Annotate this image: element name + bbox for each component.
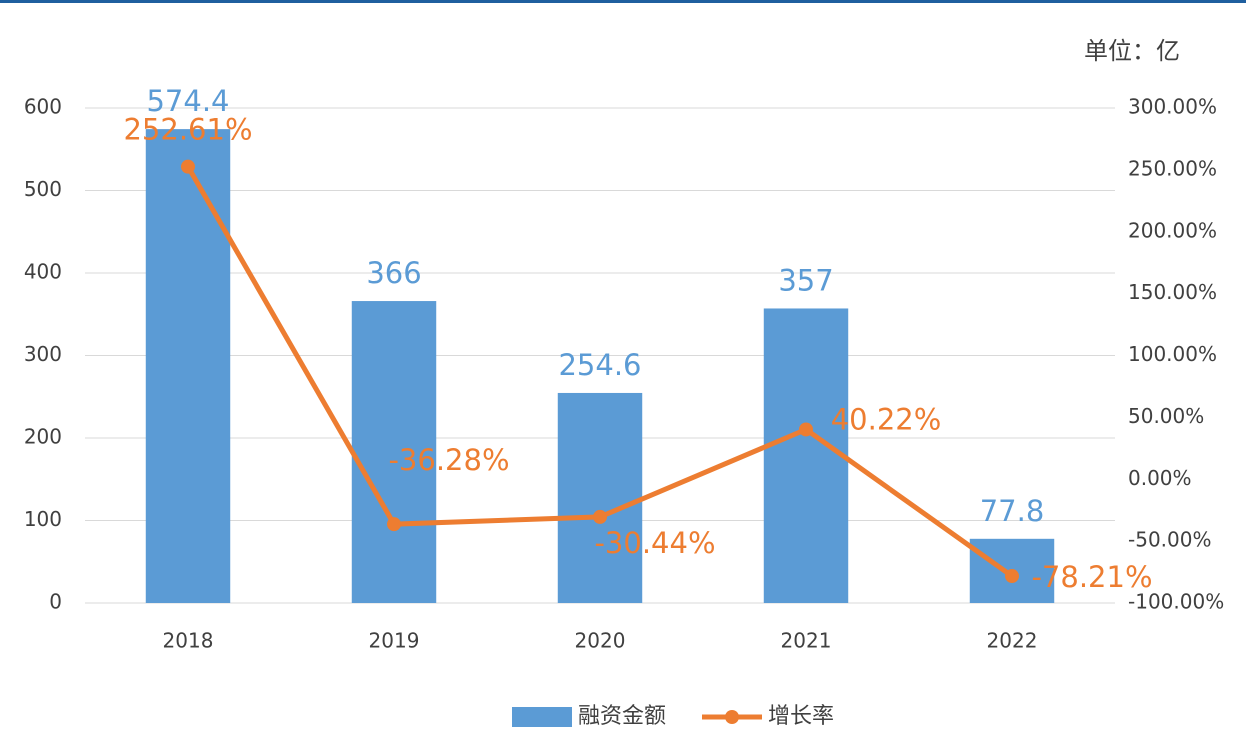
line-value-label: 252.61% [123,113,252,147]
bar [763,308,849,603]
bar-value-label: 254.6 [558,348,641,382]
legend-label: 融资金额 [578,704,666,729]
bar-value-label: 357 [778,263,833,297]
legend-swatch-point [725,710,739,724]
y-tick-label: 300 [24,342,62,366]
x-tick-label: 2020 [575,629,626,653]
y-tick-label: 200 [24,425,62,449]
legend-swatch [512,707,572,727]
line-point [181,159,195,174]
line-point [1005,569,1019,584]
bar [145,129,231,603]
bar-value-label: 366 [366,256,421,290]
y2-tick-label: 50.00% [1128,404,1204,428]
y2-tick-label: -100.00% [1128,590,1224,614]
bar-value-label: 574.4 [146,84,229,118]
line-value-label: -36.28% [388,443,509,477]
top-border [0,0,1246,3]
bar [557,392,643,603]
y-tick-label: 500 [24,177,62,201]
y-tick-label: 400 [24,260,62,284]
line-value-label: 40.22% [831,402,942,436]
x-tick-label: 2022 [987,629,1038,653]
line-point [387,517,401,532]
y2-tick-label: 200.00% [1128,218,1217,242]
bar-value-label: 77.8 [980,494,1045,528]
x-tick-label: 2021 [781,629,832,653]
unit-annotation: 单位：亿 [1084,37,1180,65]
y2-tick-label: 150.00% [1128,280,1217,304]
y2-tick-label: 0.00% [1128,466,1192,490]
y2-tick-label: 100.00% [1128,342,1217,366]
legend-label: 增长率 [768,704,834,729]
y2-tick-label: 250.00% [1128,156,1217,180]
y-tick-label: 0 [49,590,62,614]
y2-tick-label: -50.00% [1128,528,1211,552]
x-tick-label: 2018 [163,629,214,653]
line-value-label: -78.21% [1031,560,1152,594]
y2-tick-label: 300.00% [1128,95,1217,119]
x-tick-label: 2019 [369,629,420,653]
line-point [593,509,607,524]
bar [351,301,437,603]
line-value-label: -30.44% [594,526,715,560]
y-tick-label: 600 [24,95,62,119]
y-tick-label: 100 [24,507,62,531]
line-point [799,422,813,437]
